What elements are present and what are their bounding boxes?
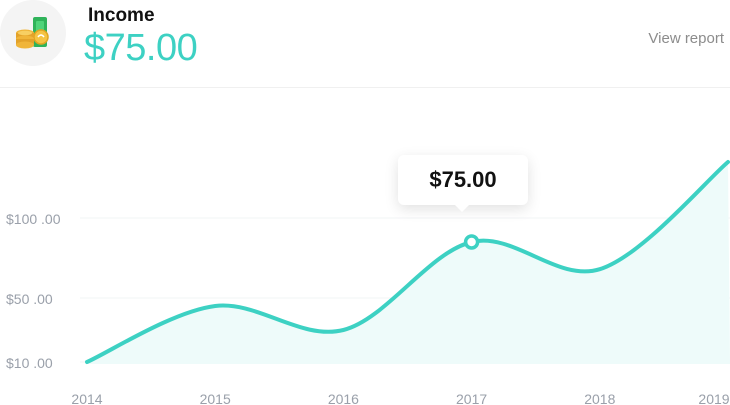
page-title: Income bbox=[88, 5, 155, 26]
money-coins-icon bbox=[0, 0, 66, 66]
x-tick-label: 2018 bbox=[584, 391, 615, 405]
x-tick-label: 2015 bbox=[200, 391, 231, 405]
income-amount: $75.00 bbox=[84, 27, 198, 69]
x-tick-label: 2017 bbox=[456, 391, 487, 405]
value-tooltip: $75.00 bbox=[398, 155, 528, 212]
x-tick-label: 2014 bbox=[71, 391, 102, 405]
y-tick-label: $10 .00 bbox=[6, 355, 53, 371]
highlight-point[interactable] bbox=[463, 234, 480, 250]
income-header: Income $75.00 View report bbox=[0, 0, 730, 88]
view-report-link[interactable]: View report bbox=[648, 30, 724, 47]
x-tick-label: 2019 bbox=[698, 391, 729, 405]
income-chart: $100 .00 $50 .00 $10 .00 2014 2015 2016 2017 20… bbox=[6, 160, 730, 405]
series-area bbox=[87, 162, 730, 364]
x-tick-label: 2016 bbox=[328, 391, 359, 405]
y-tick-label: $50 .00 bbox=[6, 291, 53, 307]
divider bbox=[0, 87, 730, 88]
y-tick-label: $100 .00 bbox=[6, 211, 61, 227]
series-line bbox=[85, 160, 730, 364]
